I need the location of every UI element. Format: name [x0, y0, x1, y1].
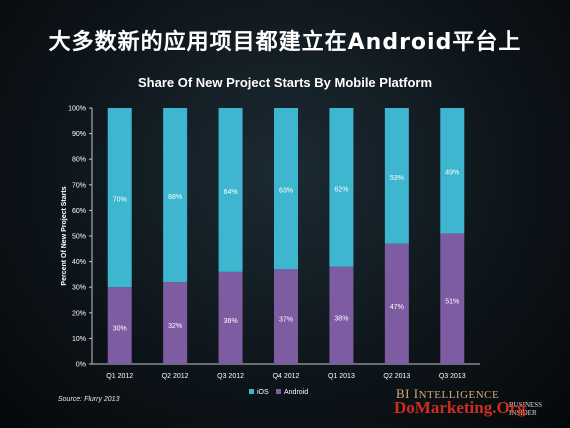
bar-android [329, 266, 354, 364]
bar-android [107, 287, 132, 364]
legend-swatch-ios [249, 389, 254, 394]
legend-label-android: Android [284, 389, 308, 396]
data-label-ios: 64% [224, 189, 238, 196]
data-label-ios: 62% [334, 186, 348, 193]
data-label-ios: 63% [279, 188, 293, 195]
y-tick-label: 70% [72, 182, 86, 189]
data-label-android: 37% [279, 317, 293, 324]
y-tick-label: 80% [72, 157, 86, 164]
watermark: DoMarketing.Org [394, 398, 526, 417]
bar-ios [274, 108, 298, 270]
y-tick-label: 100% [68, 106, 86, 113]
y-tick-label: 50% [72, 234, 86, 241]
data-label-android: 30% [113, 326, 127, 333]
x-tick-label: Q3 2013 [439, 373, 466, 380]
bar-android [163, 282, 188, 364]
x-tick-label: Q2 2013 [383, 373, 410, 380]
bar-ios [384, 108, 409, 244]
bar-ios [218, 108, 243, 272]
bar-ios [329, 108, 354, 267]
x-tick-label: Q1 2012 [106, 373, 133, 380]
y-tick-label: 40% [72, 259, 86, 266]
data-label-android: 51% [445, 299, 459, 306]
bar-android [218, 271, 243, 364]
source-note: Source: Flurry 2013 [58, 396, 120, 403]
chart-title: Share Of New Project Starts By Mobile Pl… [137, 75, 433, 90]
y-tick-label: 90% [72, 131, 86, 138]
legend-label-ios: iOS [257, 389, 269, 396]
y-axis-label: Percent Of New Project Starts [61, 186, 68, 285]
data-label-ios: 68% [168, 194, 182, 201]
data-label-android: 36% [224, 318, 238, 325]
headline: 大多数新的应用项目都建立在Android平台上 [48, 30, 522, 55]
bar-ios [107, 108, 132, 288]
business-insider-logo: BUSINESS INSIDER [509, 401, 543, 417]
x-tick-label: Q1 2013 [328, 373, 355, 380]
data-label-android: 47% [390, 304, 404, 311]
y-tick-label: 20% [72, 310, 86, 317]
x-tick-label: Q2 2012 [162, 373, 189, 380]
data-label-ios: 49% [445, 170, 459, 177]
legend-swatch-android [276, 389, 281, 394]
bar-ios [163, 108, 188, 283]
bar-android [384, 243, 409, 364]
data-label-android: 32% [168, 323, 182, 330]
y-tick-label: 0% [76, 362, 86, 369]
data-label-ios: 70% [113, 197, 127, 204]
y-tick-label: 30% [72, 285, 86, 292]
y-tick-label: 10% [72, 336, 86, 343]
data-label-ios: 53% [390, 175, 404, 182]
y-tick-label: 60% [72, 208, 86, 215]
data-label-android: 38% [334, 315, 348, 322]
bi-intelligence-logo: BI INTELLIGENCE [396, 386, 500, 401]
bar-android [274, 269, 298, 364]
x-tick-label: Q3 2012 [217, 373, 244, 380]
bar-android [440, 233, 465, 364]
x-tick-label: Q4 2012 [273, 373, 300, 380]
bar-ios [440, 108, 465, 234]
